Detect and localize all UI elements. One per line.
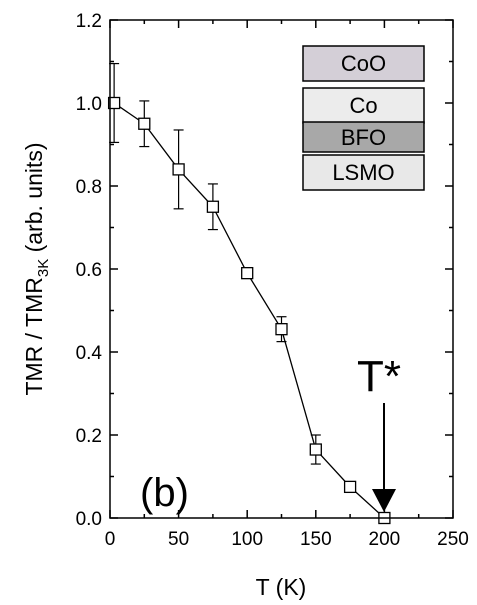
- x-tick-label: 150: [300, 529, 332, 550]
- y-axis-title-main: TMR / TMR: [21, 277, 47, 395]
- x-tick-label: 200: [369, 529, 401, 550]
- x-tick-label: 50: [168, 529, 189, 550]
- data-point: [345, 481, 356, 492]
- y-tick-label: 0.6: [76, 260, 102, 281]
- data-point: [242, 268, 253, 279]
- x-tick-label: 100: [231, 529, 263, 550]
- t-star-label: T*: [357, 352, 401, 401]
- layer-stack: CoO Co BFO LSMO: [303, 46, 424, 190]
- data-point: [173, 164, 184, 175]
- y-tick-label: 0.4: [76, 343, 103, 364]
- y-axis-title-sub: 3K: [35, 259, 52, 277]
- x-tick-label: 0: [105, 529, 116, 550]
- layer-lsmo-label: LSMO: [332, 160, 394, 185]
- y-tick-label: 0.8: [76, 177, 102, 198]
- y-tick-label: 1.0: [76, 94, 102, 115]
- layer-coo-label: CoO: [341, 51, 386, 76]
- layer-bfo-label: BFO: [341, 125, 386, 150]
- panel-label: (b): [140, 471, 189, 515]
- data-point: [310, 444, 321, 455]
- y-tick-label: 0.2: [76, 426, 102, 447]
- data-point: [276, 324, 287, 335]
- data-point: [207, 201, 218, 212]
- y-axis-title-tail: (arb. units): [21, 142, 47, 258]
- y-tick-label: 1.2: [76, 11, 102, 32]
- y-axis-title: TMR / TMR3K (arb. units): [21, 142, 52, 395]
- layer-co-label: Co: [349, 93, 377, 118]
- data-point: [139, 118, 150, 129]
- x-axis-title: T (K): [256, 574, 307, 600]
- t-star-arrow-head: [372, 489, 396, 512]
- x-tick-label: 250: [437, 529, 469, 550]
- y-tick-label: 0.0: [76, 509, 102, 530]
